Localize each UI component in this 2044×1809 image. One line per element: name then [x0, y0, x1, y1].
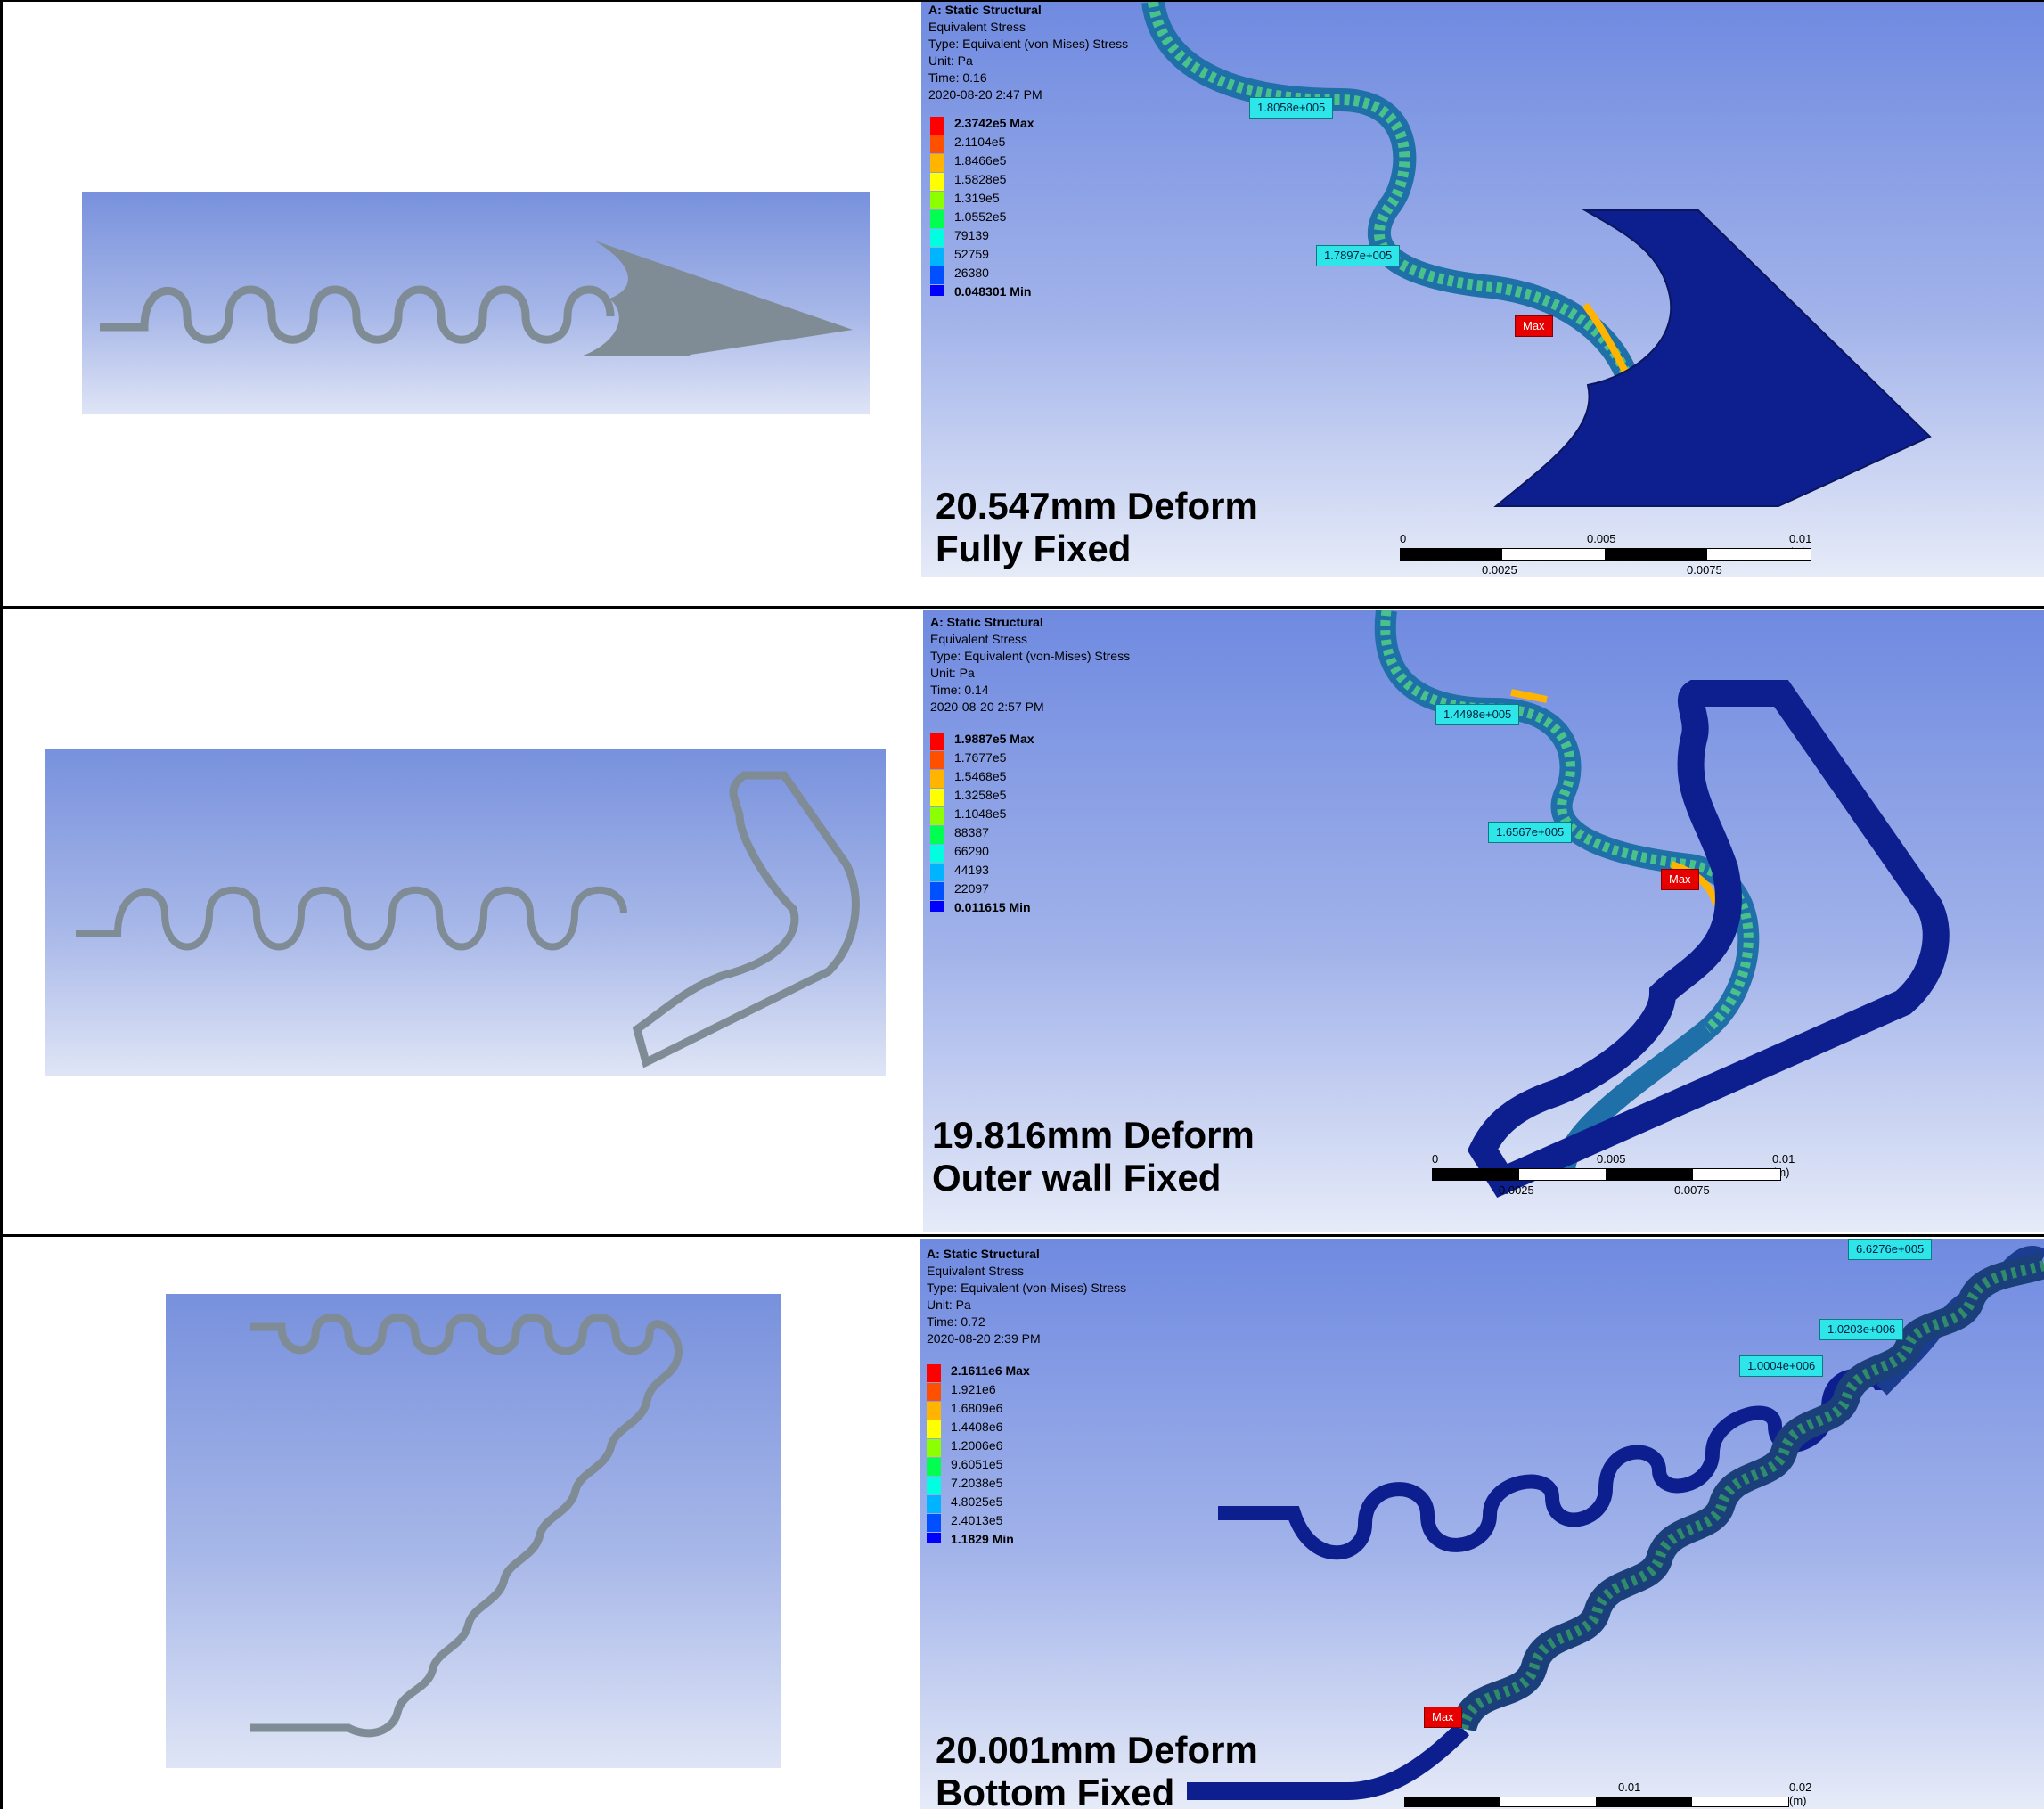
legend-row: 4.8025e5 [927, 1493, 1030, 1513]
geometry-view-outer-wall-fixed [45, 749, 886, 1076]
max-tag: Max [1424, 1707, 1462, 1728]
legend-row: 66290 [930, 842, 1034, 863]
caption-line-2: Outer wall Fixed [932, 1157, 1222, 1199]
result-info: A: Static Structural Equivalent Stress T… [928, 2, 1128, 103]
geometry-spring-fully-fixed [100, 241, 853, 356]
result-type: Type: Equivalent (von-Mises) Stress [928, 37, 1129, 51]
legend-row: 1.319e5 [930, 189, 1034, 209]
caption-line-2: Bottom Fixed [936, 1772, 1175, 1809]
result-unit: Unit: Pa [927, 1297, 971, 1312]
legend-row: 1.9887e5 Max [930, 730, 1034, 750]
legend-row: 1.1048e5 [930, 805, 1034, 825]
result-time: Time: 0.16 [928, 70, 987, 85]
legend-row: 52759 [930, 245, 1034, 266]
max-tag: Max [1515, 315, 1553, 337]
result-name: Equivalent Stress [927, 1264, 1024, 1278]
legend-row: 1.5468e5 [930, 767, 1034, 788]
stress-mesh-bottom-fixed [1187, 1246, 2044, 1800]
probe-label: 1.7897e+005 [1316, 245, 1401, 266]
scale-bar: 0 0.005 0.01 (m) 0.0025 0.0075 [1432, 1152, 1795, 1197]
result-name: Equivalent Stress [928, 20, 1026, 34]
row-divider-2 [0, 1234, 2044, 1237]
result-type: Type: Equivalent (von-Mises) Stress [927, 1281, 1127, 1295]
geometry-view-fully-fixed [82, 192, 870, 414]
analysis-title: A: Static Structural [927, 1247, 1040, 1261]
deform-caption: 19.816mm Deform Outer wall Fixed [932, 1114, 1255, 1199]
result-info: A: Static Structural Equivalent Stress T… [930, 614, 1130, 716]
probe-label: 1.0203e+006 [1819, 1319, 1904, 1340]
result-view-outer-wall-fixed: A: Static Structural Equivalent Stress T… [923, 610, 2044, 1232]
legend-row: 1.921e6 [927, 1380, 1030, 1401]
legend-row: 9.6051e5 [927, 1455, 1030, 1476]
caption-line-1: 19.816mm Deform [932, 1114, 1255, 1156]
legend-row: 26380 [930, 264, 1034, 284]
result-type: Type: Equivalent (von-Mises) Stress [930, 649, 1131, 663]
legend-row: 2.1104e5 [930, 133, 1034, 153]
result-time: Time: 0.72 [927, 1314, 985, 1329]
probe-label: 1.6567e+005 [1488, 822, 1573, 843]
legend-row: 7.2038e5 [927, 1474, 1030, 1494]
legend-row: 2.3742e5 Max [930, 114, 1034, 135]
result-date: 2020-08-20 2:57 PM [930, 700, 1044, 714]
result-date: 2020-08-20 2:39 PM [927, 1331, 1041, 1346]
caption-line-1: 20.547mm Deform [936, 485, 1258, 527]
deform-caption: 20.547mm Deform Fully Fixed [936, 485, 1258, 570]
legend-row: 79139 [930, 226, 1034, 247]
result-view-bottom-fixed: A: Static Structural Equivalent Stress T… [920, 1239, 2044, 1809]
legend-row: 44193 [930, 861, 1034, 881]
analysis-title: A: Static Structural [928, 3, 1042, 17]
probe-label: 1.8058e+005 [1249, 97, 1334, 119]
stress-legend: 2.1611e6 Max 1.921e6 1.6809e6 1.4408e6 1… [927, 1362, 1030, 1549]
result-date: 2020-08-20 2:47 PM [928, 87, 1042, 102]
legend-row: 1.3258e5 [930, 786, 1034, 806]
legend-row: 1.1829 Min [927, 1530, 1030, 1549]
stress-legend: 2.3742e5 Max 2.1104e5 1.8466e5 1.5828e5 … [930, 114, 1034, 301]
result-view-fully-fixed: A: Static Structural Equivalent Stress T… [921, 2, 2044, 577]
geometry-spring-bottom-fixed [250, 1313, 683, 1738]
legend-row: 1.2006e6 [927, 1437, 1030, 1457]
legend-row: 1.6809e6 [927, 1399, 1030, 1420]
probe-label: 1.4498e+005 [1435, 704, 1520, 725]
geometry-view-bottom-fixed [166, 1294, 781, 1768]
stress-legend: 1.9887e5 Max 1.7677e5 1.5468e5 1.3258e5 … [930, 730, 1034, 917]
result-unit: Unit: Pa [930, 666, 975, 680]
legend-row: 1.0552e5 [930, 208, 1034, 228]
analysis-title: A: Static Structural [930, 615, 1043, 629]
probe-label: 6.6276e+005 [1848, 1239, 1933, 1260]
result-unit: Unit: Pa [928, 53, 973, 68]
result-time: Time: 0.14 [930, 683, 989, 697]
deform-caption: 20.001mm Deform Bottom Fixed [936, 1729, 1258, 1809]
caption-line-1: 20.001mm Deform [936, 1729, 1258, 1771]
result-info: A: Static Structural Equivalent Stress T… [927, 1246, 1126, 1347]
top-border [0, 0, 2044, 2]
legend-row: 1.4408e6 [927, 1418, 1030, 1438]
scale-bar: 0 0.005 0.01 (m) 0.0025 0.0075 [1400, 532, 1812, 577]
legend-row: 22097 [930, 880, 1034, 900]
legend-row: 1.8466e5 [930, 151, 1034, 172]
result-name: Equivalent Stress [930, 632, 1027, 646]
legend-row: 2.1611e6 Max [927, 1362, 1030, 1382]
legend-row: 0.048301 Min [930, 282, 1034, 301]
legend-row: 88387 [930, 823, 1034, 844]
left-border [0, 0, 3, 1809]
geometry-spring-outer-wall-fixed [76, 771, 860, 1068]
legend-row: 1.7677e5 [930, 749, 1034, 769]
probe-label: 1.0004e+006 [1739, 1355, 1824, 1377]
max-tag: Max [1661, 869, 1699, 890]
legend-row: 2.4013e5 [927, 1511, 1030, 1532]
caption-line-2: Fully Fixed [936, 528, 1132, 569]
legend-row: 1.5828e5 [930, 170, 1034, 191]
legend-row: 0.011615 Min [930, 898, 1034, 917]
scale-bar: 0.01 0.02 (m) [1404, 1780, 1814, 1809]
row-divider-1 [0, 606, 2044, 609]
stress-mesh-fully-fixed [1141, 2, 1932, 507]
